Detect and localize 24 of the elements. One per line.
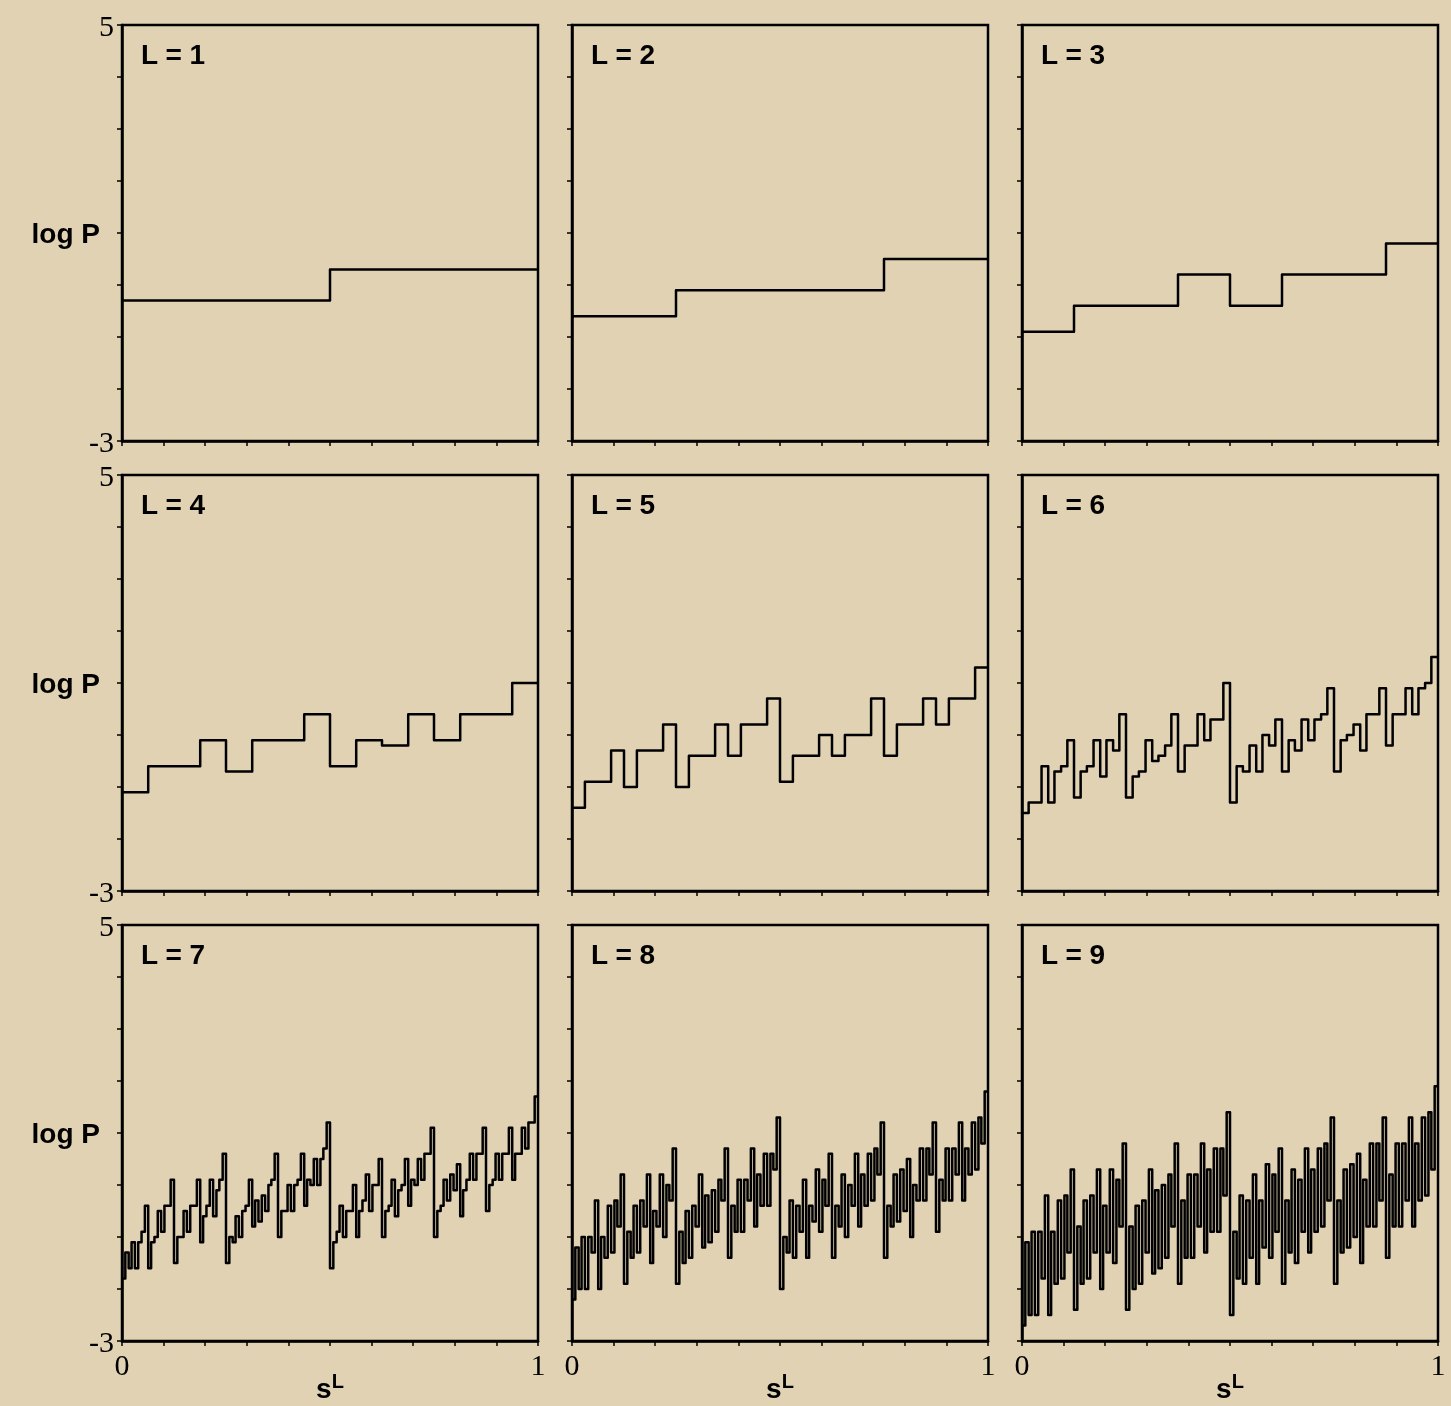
x-tick-label: 0 — [564, 1347, 580, 1381]
text: L = 5 — [591, 488, 656, 520]
x-tick-label: 1 — [980, 1347, 996, 1381]
y-axis-title: log P — [31, 667, 100, 699]
x-tick-label: 1 — [1430, 1347, 1446, 1381]
y-tick-label: 5 — [99, 458, 114, 492]
text: L = 9 — [1041, 938, 1106, 970]
text: L = 6 — [1041, 488, 1106, 520]
y-axis-title: log P — [31, 217, 100, 249]
y-axis-title: log P — [31, 1117, 100, 1149]
text: L = 7 — [141, 938, 206, 970]
y-tick-label: 5 — [99, 8, 114, 42]
text: L = 4 — [141, 488, 206, 520]
x-tick-label: 0 — [1014, 1347, 1030, 1381]
y-tick-label: -3 — [89, 1324, 114, 1358]
x-tick-label: 0 — [114, 1347, 130, 1381]
text: L = 2 — [591, 38, 656, 70]
text: L = 3 — [1041, 38, 1106, 70]
text: L = 1 — [141, 38, 206, 70]
x-tick-label: 1 — [530, 1347, 546, 1381]
y-tick-label: -3 — [89, 874, 114, 908]
y-tick-label: 5 — [99, 908, 114, 942]
text: L = 8 — [591, 938, 656, 970]
y-tick-label: -3 — [89, 424, 114, 458]
